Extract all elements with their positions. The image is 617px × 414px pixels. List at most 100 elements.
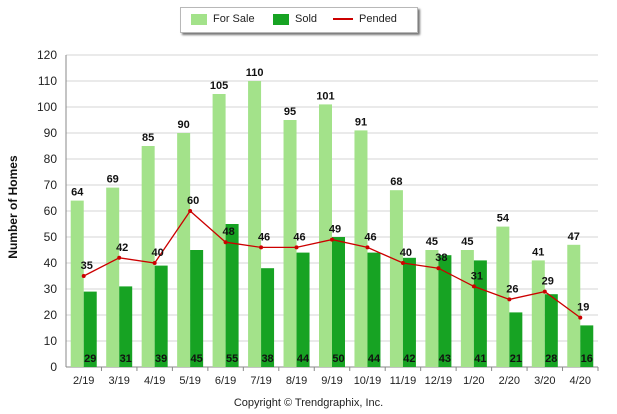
- point-pended: [400, 261, 405, 265]
- bar-sold: [190, 250, 204, 367]
- point-pended: [223, 240, 228, 245]
- y-tick-label: 30: [44, 282, 58, 296]
- x-tick-label: 5/19: [179, 375, 200, 387]
- x-tick-label: 2/19: [73, 375, 94, 387]
- data-label-pended: 49: [329, 224, 341, 236]
- y-tick-label: 110: [38, 74, 57, 88]
- bar-sold: [402, 257, 416, 367]
- bar-sold: [261, 268, 275, 367]
- point-pended: [330, 237, 334, 242]
- y-tick-label: 80: [44, 152, 58, 166]
- x-tick-label: 10/19: [354, 375, 382, 387]
- data-label-sold: 55: [226, 353, 238, 365]
- point-pended: [471, 284, 476, 289]
- bar-sold: [438, 255, 452, 367]
- data-label-for-sale: 95: [284, 106, 296, 118]
- data-label-sold: 28: [545, 353, 557, 365]
- data-label-pended: 19: [577, 302, 589, 314]
- bar-sold: [225, 224, 239, 367]
- x-tick-label: 6/19: [215, 375, 236, 387]
- data-label-pended: 31: [471, 270, 483, 282]
- bar-for-sale: [389, 190, 403, 367]
- data-label-for-sale: 105: [210, 80, 228, 92]
- data-label-sold: 29: [84, 353, 96, 365]
- x-tick-label: 2/20: [499, 375, 520, 387]
- bar-for-sale: [70, 200, 84, 367]
- data-label-pended: 46: [293, 231, 305, 243]
- point-pended: [507, 297, 512, 302]
- data-label-sold: 21: [510, 353, 522, 365]
- bar-for-sale: [319, 104, 332, 368]
- y-tick-label: 120: [37, 48, 57, 62]
- y-tick-label: 50: [44, 230, 58, 244]
- bar-for-sale: [283, 120, 297, 367]
- x-tick-label: 12/19: [425, 375, 453, 387]
- data-label-pended: 42: [116, 242, 128, 254]
- y-tick-label: 40: [44, 256, 58, 270]
- data-label-pended: 38: [435, 252, 447, 264]
- y-tick-label: 60: [44, 204, 58, 218]
- x-tick-label: 9/19: [321, 375, 342, 387]
- copyright-text: Copyright © Trendgraphix, Inc.: [233, 397, 384, 409]
- y-tick-label: 0: [50, 360, 57, 374]
- data-label-sold: 44: [297, 353, 310, 365]
- data-label-sold: 44: [368, 353, 381, 365]
- data-label-pended: 48: [222, 226, 234, 238]
- legend-swatch-for-sale: [191, 13, 207, 25]
- data-label-for-sale: 85: [142, 132, 154, 144]
- data-label-sold: 45: [191, 353, 203, 365]
- data-label-pended: 60: [187, 195, 199, 207]
- legend-label-sold: Sold: [295, 13, 318, 25]
- data-label-sold: 43: [439, 353, 451, 365]
- bar-sold: [544, 294, 558, 367]
- point-pended: [365, 245, 370, 250]
- bar-for-sale: [141, 146, 155, 367]
- point-pended: [294, 245, 299, 250]
- y-tick-label: 10: [44, 334, 58, 348]
- data-label-pended: 46: [258, 231, 270, 243]
- legend-swatch-pended: [333, 18, 353, 20]
- data-label-sold: 39: [155, 353, 167, 365]
- x-tick-label: 11/19: [390, 375, 417, 387]
- point-pended: [188, 209, 193, 213]
- bar-for-sale: [354, 130, 368, 367]
- data-label-for-sale: 45: [426, 236, 438, 248]
- point-pended: [81, 274, 86, 278]
- x-tick-label: 3/20: [534, 375, 555, 387]
- data-label-sold: 38: [261, 353, 273, 365]
- legend-label-pended: Pended: [359, 13, 397, 25]
- data-label-pended: 40: [152, 247, 164, 259]
- x-tick-label: 8/19: [286, 375, 307, 387]
- bar-for-sale: [460, 250, 474, 367]
- data-label-sold: 42: [403, 353, 415, 365]
- data-label-sold: 31: [120, 353, 132, 365]
- x-tick-label: 4/20: [570, 375, 591, 387]
- bar-sold: [580, 325, 594, 367]
- y-tick-label: 100: [37, 100, 57, 114]
- legend-item-sold: Sold: [273, 13, 317, 25]
- x-tick-label: 7/19: [250, 375, 271, 387]
- bar-for-sale: [177, 133, 191, 367]
- bar-sold: [509, 312, 523, 367]
- bar-sold: [119, 286, 133, 367]
- legend-label-for-sale: For Sale: [213, 13, 255, 25]
- x-tick-label: 4/19: [144, 375, 165, 387]
- data-label-pended: 35: [81, 260, 93, 272]
- data-label-for-sale: 90: [178, 119, 190, 131]
- bar-sold: [83, 291, 97, 367]
- data-label-for-sale: 54: [497, 213, 510, 225]
- bar-for-sale: [567, 244, 581, 367]
- data-label-for-sale: 45: [461, 236, 473, 248]
- data-label-sold: 41: [474, 353, 486, 365]
- data-label-pended: 46: [364, 231, 376, 243]
- point-pended: [542, 289, 547, 294]
- legend-swatch-sold: [273, 13, 289, 25]
- point-pended: [436, 266, 441, 271]
- y-tick-label: 20: [44, 308, 58, 322]
- bar-sold: [332, 237, 345, 367]
- data-label-sold: 50: [332, 353, 344, 365]
- data-label-for-sale: 64: [71, 187, 84, 199]
- y-axis-label: Number of Homes: [6, 155, 20, 259]
- point-pended: [259, 245, 264, 250]
